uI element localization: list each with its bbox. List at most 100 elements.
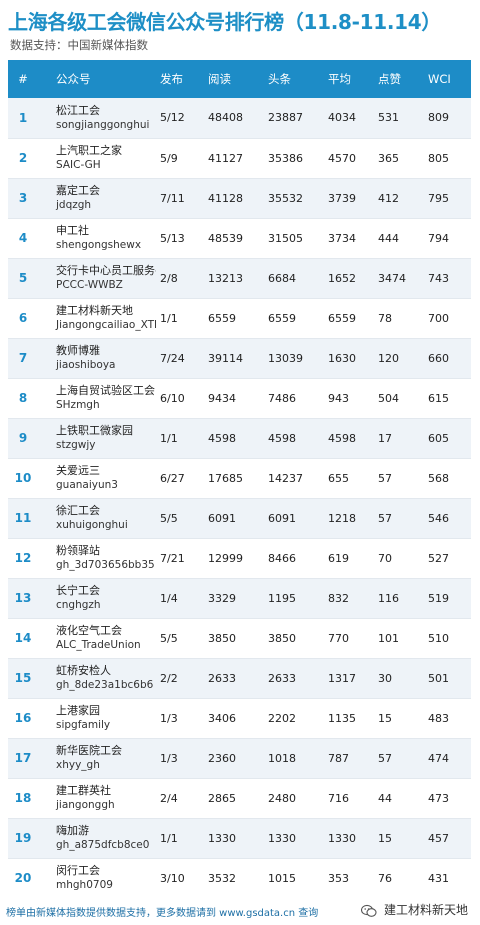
account-name: 液化空气工会 — [56, 624, 122, 637]
reads-cell: 6091 — [204, 498, 264, 539]
account-cell: 嘉定工会 jdqzgh — [38, 178, 156, 219]
publish-cell: 7/11 — [156, 178, 204, 219]
reads-cell: 2360 — [204, 738, 264, 779]
rank-cell: 17 — [8, 738, 38, 779]
account-cell: 建工群英社 jiangonggh — [38, 778, 156, 819]
publish-cell: 2/4 — [156, 778, 204, 819]
account-cell: 嗨加游 gh_a875dfcb8ce0 — [38, 818, 156, 859]
average-cell: 6559 — [324, 298, 374, 339]
rank-cell: 20 — [8, 858, 38, 899]
table-row: 9 上铁职工微家园 stzgwjy 1/1 4598 4598 4598 17 605 — [8, 418, 471, 459]
account-cell: 上海自贸试验区工会 SHzmgh — [38, 378, 156, 419]
average-cell: 619 — [324, 538, 374, 579]
reads-cell: 3532 — [204, 858, 264, 899]
reads-cell: 3850 — [204, 618, 264, 659]
table-row: 19 嗨加游 gh_a875dfcb8ce0 1/1 1330 1330 1330 15 457 — [8, 818, 471, 859]
wci-cell: 483 — [424, 698, 471, 739]
headline-cell: 2202 — [264, 698, 324, 739]
table-row: 3 嘉定工会 jdqzgh 7/11 41128 35532 3739 412 795 — [8, 178, 471, 219]
account-name: 粉领驿站 — [56, 544, 100, 557]
headline-cell: 13039 — [264, 338, 324, 379]
reads-cell: 41127 — [204, 138, 264, 179]
account-id: jiangonggh — [56, 799, 115, 811]
wci-cell: 700 — [424, 298, 471, 339]
account-cell: 申工社 shengongshewx — [38, 218, 156, 259]
likes-cell: 412 — [374, 178, 424, 219]
reads-cell: 39114 — [204, 338, 264, 379]
account-id: SHzmgh — [56, 399, 100, 411]
account-name: 交行卡中心员工服务平台 — [56, 264, 156, 277]
likes-cell: 15 — [374, 818, 424, 859]
rank-cell: 18 — [8, 778, 38, 819]
reads-cell: 12999 — [204, 538, 264, 579]
average-cell: 1330 — [324, 818, 374, 859]
account-id: sipgfamily — [56, 719, 111, 731]
account-cell: 虹桥安检人 gh_8de23a1bc6b6 — [38, 658, 156, 699]
publish-cell: 2/2 — [156, 658, 204, 699]
account-cell: 液化空气工会 ALC_TradeUnion — [38, 618, 156, 659]
table-row: 17 新华医院工会 xhyy_gh 1/3 2360 1018 787 57 474 — [8, 738, 471, 779]
wci-cell: 794 — [424, 218, 471, 259]
table-row: 11 徐汇工会 xuhuigonghui 5/5 6091 6091 1218 57 546 — [8, 498, 471, 539]
account-cell: 松江工会 songjianggonghui — [38, 98, 156, 139]
likes-cell: 76 — [374, 858, 424, 899]
rank-cell: 15 — [8, 658, 38, 699]
table-row: 18 建工群英社 jiangonggh 2/4 2865 2480 716 44 473 — [8, 778, 471, 819]
headline-cell: 4598 — [264, 418, 324, 459]
wci-cell: 474 — [424, 738, 471, 779]
likes-cell: 17 — [374, 418, 424, 459]
wechat-watermark: 建工材料新天地 — [359, 901, 470, 918]
headline-cell: 6091 — [264, 498, 324, 539]
wci-cell: 805 — [424, 138, 471, 179]
reads-cell: 6559 — [204, 298, 264, 339]
wci-cell: 615 — [424, 378, 471, 419]
wci-cell: 568 — [424, 458, 471, 499]
wci-cell: 660 — [424, 338, 471, 379]
table-header-row: # 公众号 发布 阅读 头条 平均 点赞 WCI — [8, 60, 471, 98]
account-name: 教师博雅 — [56, 344, 100, 357]
likes-cell: 120 — [374, 338, 424, 379]
account-cell: 上汽职工之家 SAIC-GH — [38, 138, 156, 179]
average-cell: 787 — [324, 738, 374, 779]
data-source-note: 数据支持：中国新媒体指数 — [10, 38, 148, 52]
average-cell: 3739 — [324, 178, 374, 219]
rank-cell: 12 — [8, 538, 38, 579]
average-cell: 1218 — [324, 498, 374, 539]
account-id: gh_3d703656bb35 — [56, 559, 155, 571]
rank-cell: 16 — [8, 698, 38, 739]
likes-cell: 365 — [374, 138, 424, 179]
table-row: 5 交行卡中心员工服务平台 PCCC-WWBZ 2/81321366841652347… — [8, 258, 471, 299]
publish-cell: 2/8 — [156, 258, 204, 299]
publish-cell: 1/1 — [156, 298, 204, 339]
reads-cell: 41128 — [204, 178, 264, 219]
wechat-account-label: 建工材料新天地 — [383, 903, 468, 917]
rank-cell: 1 — [8, 98, 38, 139]
account-cell: 闵行工会 mhgh0709 — [38, 858, 156, 899]
reads-cell: 2633 — [204, 658, 264, 699]
account-id: shengongshewx — [56, 239, 142, 251]
footer-source-text: 榜单由新媒体指数提供数据支持，更多数据请到 www.gsdata.cn 查询 — [6, 908, 319, 919]
column-header-likes: 点赞 — [378, 72, 401, 86]
wechat-icon — [361, 904, 377, 917]
publish-cell: 7/21 — [156, 538, 204, 579]
headline-cell: 35532 — [264, 178, 324, 219]
likes-cell: 531 — [374, 98, 424, 139]
rank-cell: 14 — [8, 618, 38, 659]
average-cell: 4034 — [324, 98, 374, 139]
rank-cell: 4 — [8, 218, 38, 259]
account-id: jdqzgh — [56, 199, 92, 211]
table-row: 13 长宁工会 cnghgzh 1/4 3329 1195 832 116 519 — [8, 578, 471, 619]
likes-cell: 3474 — [374, 258, 424, 299]
publish-cell: 5/12 — [156, 98, 204, 139]
account-name: 嘉定工会 — [56, 184, 100, 197]
wci-cell: 809 — [424, 98, 471, 139]
likes-cell: 504 — [374, 378, 424, 419]
publish-cell: 6/27 — [156, 458, 204, 499]
rank-cell: 2 — [8, 138, 38, 179]
account-cell: 长宁工会 cnghgzh — [38, 578, 156, 619]
account-cell: 上铁职工微家园 stzgwjy — [38, 418, 156, 459]
average-cell: 1630 — [324, 338, 374, 379]
wci-cell: 519 — [424, 578, 471, 619]
ranking-table: # 公众号 发布 阅读 头条 平均 点赞 WCI 1 松江工会 songjiangg… — [8, 60, 471, 899]
wci-cell: 795 — [424, 178, 471, 219]
